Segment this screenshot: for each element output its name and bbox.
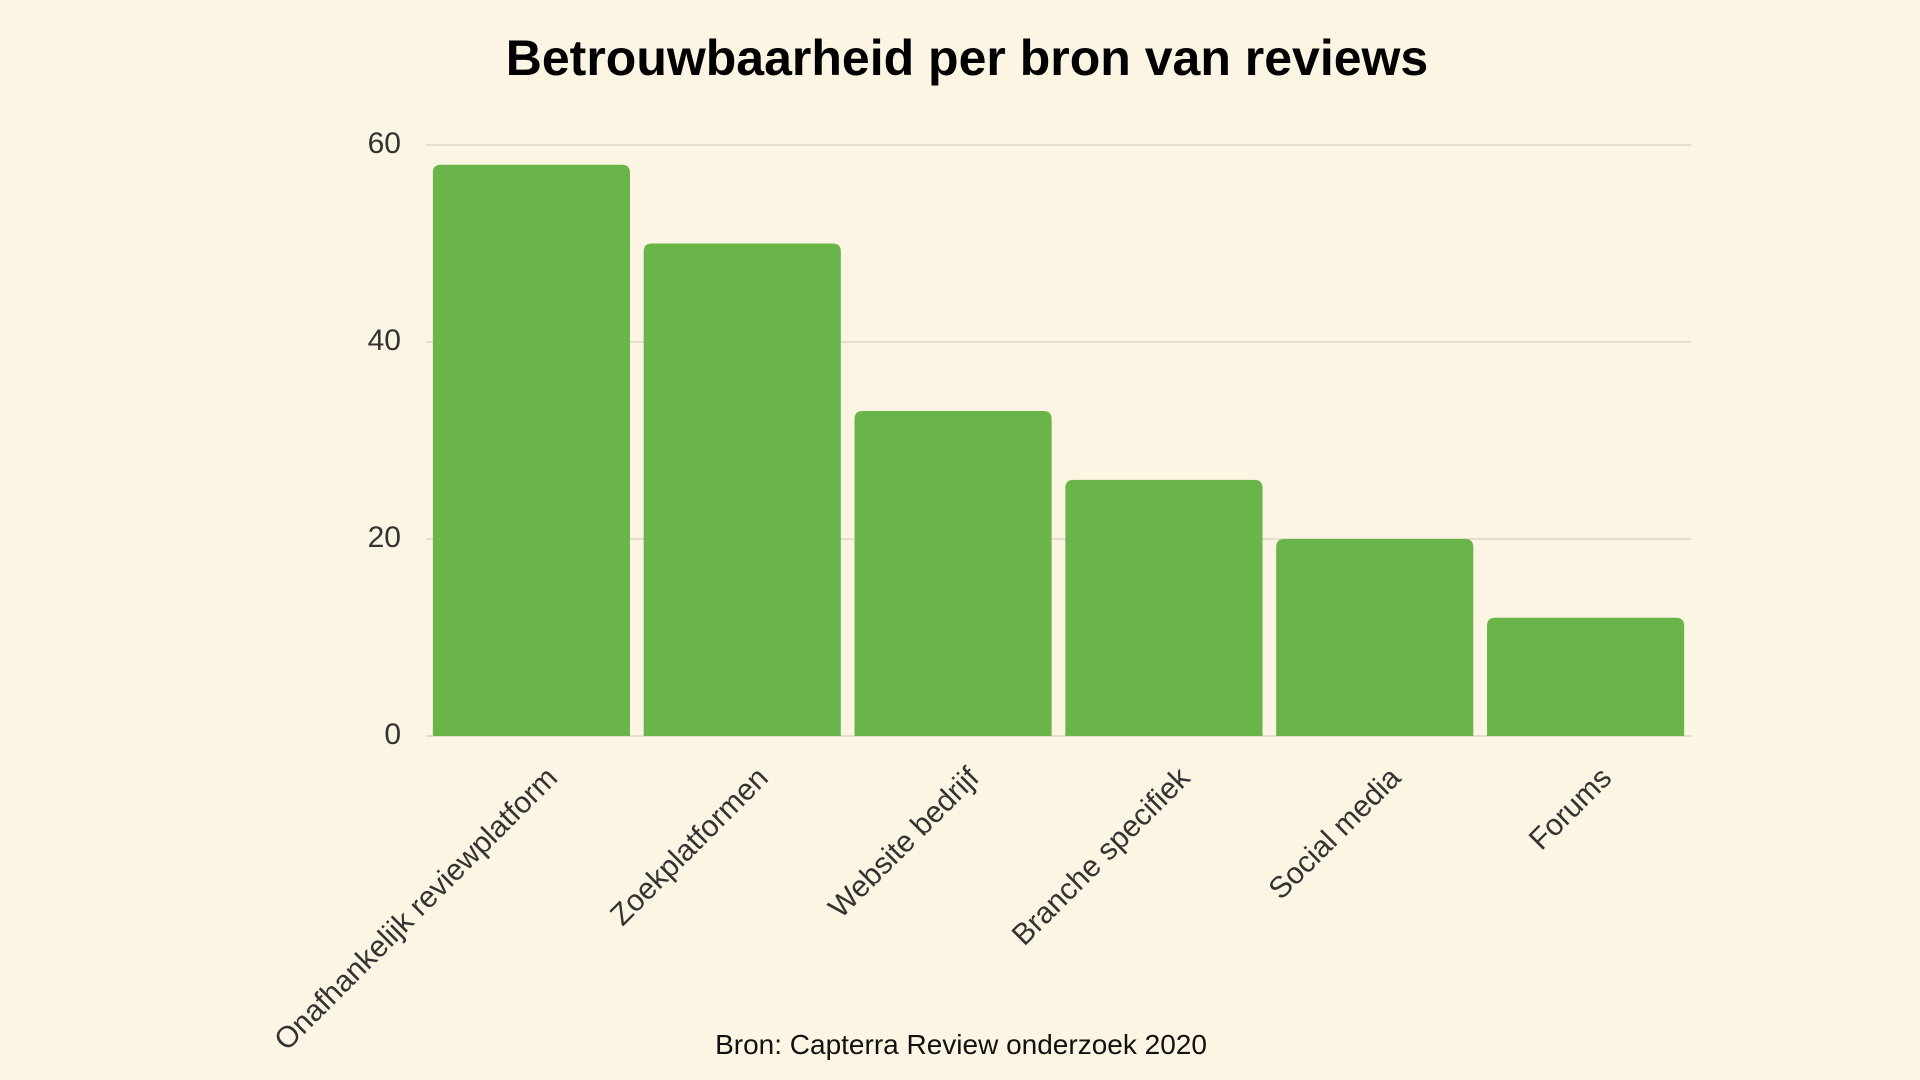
bar <box>1065 479 1263 736</box>
bar <box>643 243 841 736</box>
y-tick-label: 0 <box>384 718 401 751</box>
y-tick-label: 40 <box>368 324 401 357</box>
bar <box>1276 539 1474 736</box>
bar <box>1487 617 1685 736</box>
bar <box>432 164 630 736</box>
bar <box>854 410 1052 736</box>
source-note: Bron: Capterra Review onderzoek 2020 <box>715 1029 1207 1060</box>
y-tick-label: 60 <box>368 127 401 160</box>
y-tick-label: 20 <box>368 521 401 554</box>
chart-title: Betrouwbaarheid per bron van reviews <box>506 30 1429 86</box>
